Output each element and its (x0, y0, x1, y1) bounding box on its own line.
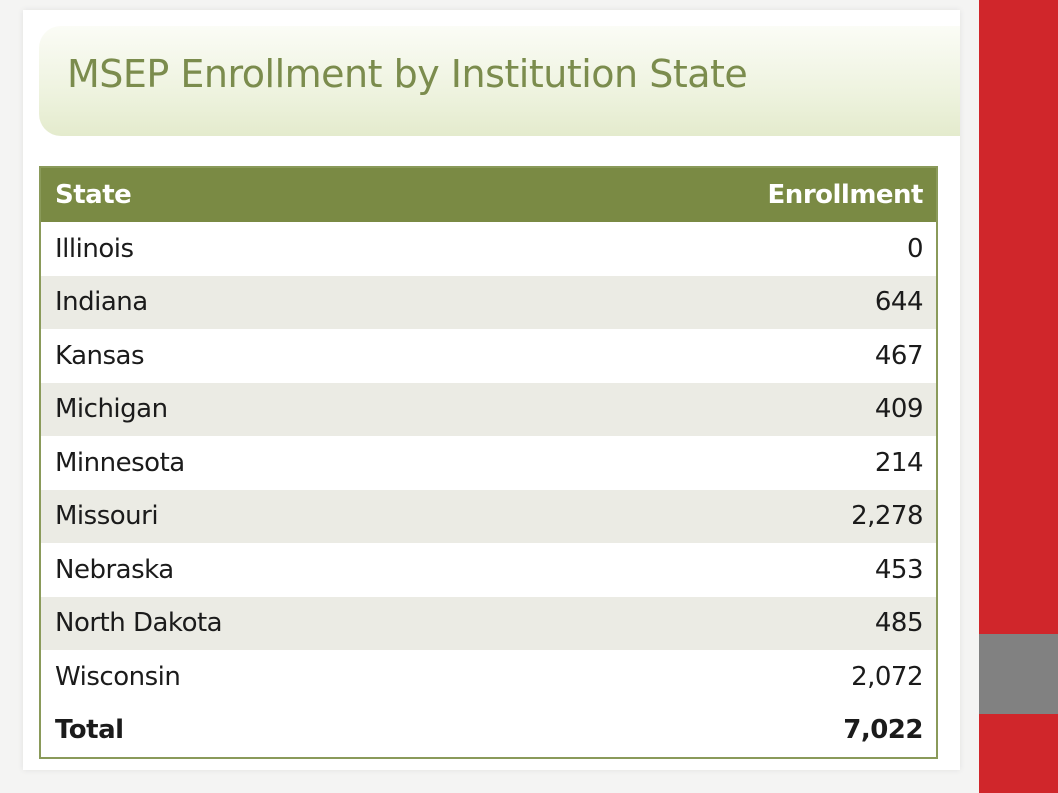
title-banner (39, 26, 960, 136)
table-row: Wisconsin 2,072 (41, 650, 936, 704)
state-cell: Kansas (55, 340, 145, 371)
table-row: Kansas 467 (41, 329, 936, 383)
state-cell: Minnesota (55, 447, 185, 478)
enrollment-cell: 0 (906, 233, 924, 264)
gray-accent-block (979, 634, 1058, 714)
table-total-row: Total 7,022 (41, 704, 936, 758)
enrollment-cell: 2,278 (851, 501, 923, 532)
enrollment-cell: 409 (874, 394, 924, 425)
table-row: Indiana 644 (41, 275, 936, 329)
table-row: Illinois 0 (41, 222, 936, 276)
column-header-enrollment: Enrollment (767, 180, 924, 210)
table-row: Michigan 409 (41, 382, 936, 436)
enrollment-cell: 214 (874, 447, 924, 478)
total-label: Total (55, 715, 124, 746)
state-cell: Indiana (55, 287, 148, 318)
enrollment-cell: 644 (874, 287, 924, 318)
state-cell: Missouri (55, 501, 159, 532)
state-cell: Nebraska (55, 554, 174, 585)
enrollment-table: State Enrollment Illinois 0 Indiana 644 … (39, 166, 938, 759)
state-cell: North Dakota (55, 608, 223, 639)
state-cell: Wisconsin (55, 661, 181, 692)
table-row: North Dakota 485 (41, 596, 936, 650)
enrollment-cell: 453 (874, 554, 924, 585)
table-row: Nebraska 453 (41, 543, 936, 597)
column-header-state: State (55, 180, 132, 210)
table-row: Minnesota 214 (41, 436, 936, 490)
page-title: MSEP Enrollment by Institution State (67, 52, 748, 96)
enrollment-cell: 467 (874, 340, 924, 371)
state-cell: Michigan (55, 394, 168, 425)
enrollment-cell: 485 (874, 608, 924, 639)
state-cell: Illinois (55, 233, 134, 264)
table-row: Missouri 2,278 (41, 489, 936, 543)
total-value: 7,022 (843, 715, 923, 746)
table-header-row: State Enrollment (41, 168, 936, 222)
enrollment-cell: 2,072 (851, 661, 923, 692)
